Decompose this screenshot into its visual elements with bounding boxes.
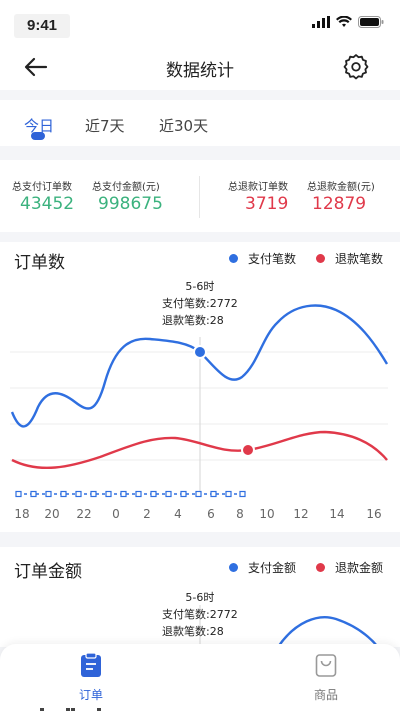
legend-label: 退款笔数: [335, 252, 384, 266]
total-paid-amount-value: 998675: [98, 194, 163, 214]
status-time: 9:41: [14, 14, 70, 38]
order-count-chart[interactable]: 18 20 22 0 2 4 6 8 10 12 14 16: [0, 242, 400, 532]
order-tooltip: 5-6时 支付笔数:2772 退款笔数:28: [162, 278, 238, 329]
status-icons: [312, 16, 384, 28]
summary-divider: [199, 176, 200, 218]
legend-paid-amount[interactable]: 支付金额: [229, 559, 296, 576]
bottom-nav-orders[interactable]: 订单: [61, 652, 121, 703]
order-amount-title: 订单金额: [14, 562, 82, 582]
highlight-point-paid[interactable]: [193, 345, 207, 359]
series-line-paid-amount: [277, 616, 379, 647]
order-amount-chart[interactable]: [0, 547, 400, 647]
tooltip-time: 5-6时: [185, 280, 215, 293]
order-amount-card: 订单金额 支付金额 退款金额 5-6时 支付笔数:2772 退款笔数:28: [0, 547, 400, 647]
battery-icon: [358, 16, 384, 28]
total-refund-orders-label: 总退款订单数: [228, 182, 288, 193]
home-indicator: [40, 708, 101, 711]
x-tick: 6: [207, 507, 215, 521]
tooltip-line-paid: 支付笔数:2772: [162, 297, 238, 310]
legend-label: 支付金额: [248, 561, 297, 575]
legend-label: 支付笔数: [248, 252, 297, 266]
x-tick: 4: [174, 507, 182, 521]
signal-icon: [312, 16, 330, 28]
x-tick: 18: [14, 507, 29, 521]
x-tick: 2: [143, 507, 151, 521]
amount-tooltip: 5-6时 支付笔数:2772 退款笔数:28: [162, 589, 238, 640]
order-count-title: 订单数: [14, 253, 65, 273]
tab-7-days[interactable]: 近7天: [85, 117, 125, 135]
x-tick: 8: [236, 507, 244, 521]
status-bar: 9:41: [0, 0, 400, 44]
highlight-point-refund[interactable]: [241, 443, 255, 457]
gear-icon[interactable]: [342, 52, 370, 80]
active-tab-indicator: [31, 132, 45, 140]
order-count-card: 订单数 支付笔数 退款笔数: [0, 242, 400, 532]
total-paid-orders-label: 总支付订单数: [12, 182, 72, 193]
tooltip-time: 5-6时: [185, 591, 215, 604]
tab-today[interactable]: 今日: [24, 117, 55, 135]
x-tick: 12: [293, 507, 308, 521]
tooltip-line-refund: 退款笔数:28: [162, 314, 224, 327]
bottom-nav-products-label: 商品: [313, 688, 338, 702]
total-paid-amount-label: 总支付金额(元): [92, 182, 160, 193]
bottom-nav-products[interactable]: 商品: [296, 652, 356, 703]
legend-refund-amount[interactable]: 退款金额: [316, 559, 383, 576]
legend-dot-blue: [229, 254, 238, 263]
legend-dot-red: [316, 563, 325, 572]
series-line-paid: [10, 304, 389, 428]
x-tick: 0: [112, 507, 120, 521]
legend-dot-red: [316, 254, 325, 263]
shopping-bag-icon: [315, 654, 337, 677]
back-arrow-icon[interactable]: [22, 53, 50, 81]
tooltip-line-refund: 退款笔数:28: [162, 625, 224, 638]
x-tick: 20: [44, 507, 59, 521]
x-tick: 22: [76, 507, 91, 521]
wifi-icon: [336, 16, 352, 27]
series-line-refund: [11, 430, 388, 470]
nav-bar: 数据统计: [0, 44, 400, 90]
x-tick: 16: [366, 507, 381, 521]
total-refund-amount-value: 12879: [312, 194, 367, 214]
x-tick: 14: [329, 507, 344, 521]
order-list-icon: [81, 652, 101, 677]
legend-paid-count[interactable]: 支付笔数: [229, 250, 296, 267]
total-refund-orders-value: 3719: [245, 194, 289, 214]
bottom-nav-orders-label: 订单: [78, 688, 103, 702]
legend-label: 退款金额: [335, 561, 384, 575]
bottom-nav: 订单 商品: [0, 644, 400, 711]
tooltip-line-paid: 支付笔数:2772: [162, 608, 238, 621]
total-paid-orders-value: 43452: [20, 194, 75, 214]
period-tabs: 今日 近7天 近30天: [0, 100, 400, 146]
legend-dot-blue: [229, 563, 238, 572]
x-tick: 10: [259, 507, 274, 521]
tab-30-days[interactable]: 近30天: [159, 117, 209, 135]
legend-refund-count[interactable]: 退款笔数: [316, 250, 383, 267]
total-refund-amount-label: 总退款金额(元): [307, 182, 375, 193]
summary-panel: 总支付订单数 43452 总支付金额(元) 998675 总退款订单数 3719…: [0, 160, 400, 232]
page-title: 数据统计: [166, 61, 234, 81]
